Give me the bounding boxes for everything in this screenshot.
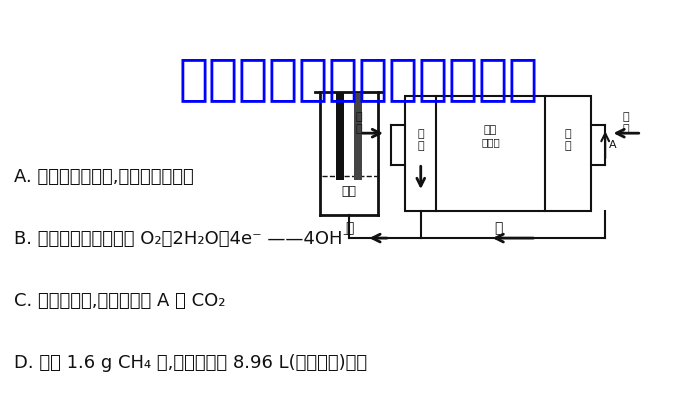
Text: 电: 电 bbox=[565, 129, 571, 139]
Text: A. 甲装置为电解池,且铁电极为阳极: A. 甲装置为电解池,且铁电极为阳极 bbox=[14, 168, 194, 186]
Text: 微信公众号关注：趣找答案: 微信公众号关注：趣找答案 bbox=[178, 55, 539, 103]
Text: 熔融: 熔融 bbox=[484, 125, 497, 135]
Text: 甲: 甲 bbox=[356, 112, 362, 122]
Text: 极: 极 bbox=[417, 140, 424, 151]
Text: C. 乙池工作时,循环的物质 A 为 CO₂: C. 乙池工作时,循环的物质 A 为 CO₂ bbox=[14, 292, 225, 310]
Text: D. 消耗 1.6 g CH₄ 时,碳电极生成 8.96 L(标准状况)气体: D. 消耗 1.6 g CH₄ 时,碳电极生成 8.96 L(标准状况)气体 bbox=[14, 353, 367, 372]
Bar bbox=[354, 94, 362, 180]
Text: 气: 气 bbox=[623, 124, 629, 134]
Text: 烷: 烷 bbox=[356, 124, 362, 134]
Text: 甲: 甲 bbox=[345, 221, 354, 235]
Text: 空: 空 bbox=[623, 112, 629, 122]
Bar bbox=[337, 94, 344, 180]
Text: B. 乙池的正极反应式为 O₂＋2H₂O＋4e⁻ ——4OH⁻: B. 乙池的正极反应式为 O₂＋2H₂O＋4e⁻ ——4OH⁻ bbox=[14, 230, 352, 248]
Text: A: A bbox=[609, 140, 617, 150]
Bar bbox=[405, 96, 592, 211]
Text: 极: 极 bbox=[565, 140, 571, 151]
Text: 碳酸盐: 碳酸盐 bbox=[481, 138, 500, 147]
Text: 电: 电 bbox=[417, 129, 424, 139]
Text: 污水: 污水 bbox=[342, 185, 356, 199]
Text: 乙: 乙 bbox=[494, 221, 503, 235]
